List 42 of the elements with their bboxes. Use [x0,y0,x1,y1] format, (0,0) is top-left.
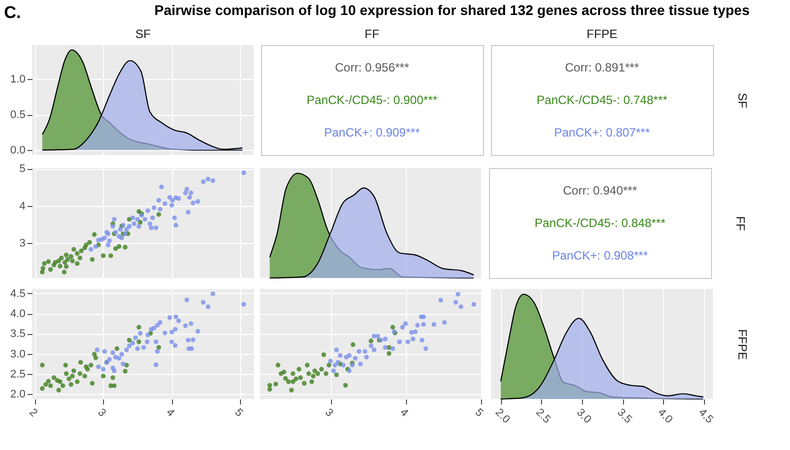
text: Corr: 0.956*** [334,60,410,75]
y-tick-label: 3.5 [10,328,26,340]
y-tick-label: 5 [19,163,26,176]
text: PanCK-/CD45-: 0.748*** [536,93,668,107]
x-tick-label: 2.5 [533,406,553,426]
text: PanCK+: 0.909*** [324,125,420,140]
y-tick-label: 2.5 [10,368,26,381]
x-tick-label: 4.0 [655,406,675,426]
x-tick-label: 2.0 [492,406,512,426]
y-tick-label: 0.0 [10,144,26,157]
text: FF [734,216,748,231]
text: Corr: 0.891*** [564,60,640,75]
text: PanCK-/CD45-: 0.848*** [534,216,666,230]
y-tick-label: 1.0 [10,74,26,86]
y-tick-label: 4 [19,200,26,212]
chart-title: SF [135,27,151,41]
text: C. [4,3,21,22]
text: PanCK+: 0.807*** [554,125,650,140]
x-tick-label: 2 [26,406,40,420]
y-tick-label: 3 [19,238,26,250]
x-tick-label: 4.5 [696,406,716,426]
x-tick-label: 4 [164,406,177,420]
y-tick-label: 2.0 [10,388,26,401]
text: Corr: 0.940*** [562,184,638,198]
text: Pairwise comparison of log 10 expression for shared 132 genes across three tissue types [154,2,750,18]
text: PanCK-/CD45-: 0.900*** [306,93,438,107]
text: SF [736,92,750,108]
y2-axis-title: FFPE [736,329,750,360]
x-tick-label: 3 [95,406,108,420]
x-tick-label: 3.5 [614,406,634,426]
x-tick-label: 3.0 [574,406,594,426]
y-tick-label: 4.0 [10,308,26,320]
x-tick-label: 3 [322,406,336,420]
x-tick-label: 5 [472,406,486,420]
x-tick-label: 4 [398,406,410,420]
text: FF [364,27,380,41]
text: PanCK+: 0.908*** [552,248,648,262]
x-tick-label: 5 [232,406,246,420]
y-tick-label: 3.0 [10,348,26,360]
y-tick-label: 4.5 [10,288,26,300]
text: FFPE [586,27,618,41]
y-tick-label: 0.5 [10,109,26,122]
